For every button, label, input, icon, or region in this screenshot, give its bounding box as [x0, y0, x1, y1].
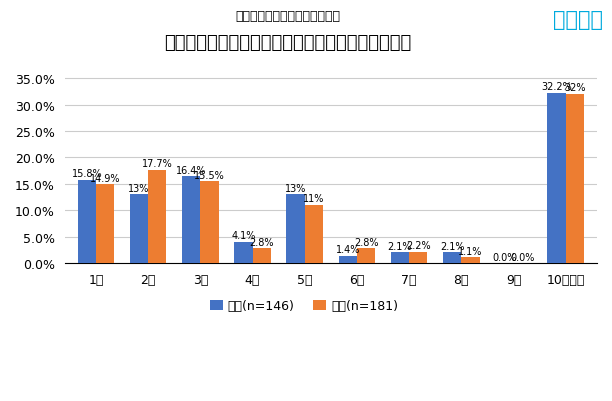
Bar: [305, 206, 323, 263]
Bar: [547, 94, 565, 263]
Text: エアトリ: エアトリ: [553, 10, 603, 30]
Text: 14.9%: 14.9%: [90, 173, 121, 183]
Text: 17.7%: 17.7%: [142, 159, 173, 168]
Bar: [182, 177, 200, 263]
Bar: [130, 195, 148, 263]
Text: 32%: 32%: [564, 83, 586, 93]
Bar: [234, 242, 253, 263]
Bar: [96, 185, 114, 263]
Bar: [409, 252, 427, 263]
Bar: [565, 95, 584, 263]
Text: 1.4%: 1.4%: [335, 245, 360, 255]
Bar: [357, 249, 375, 263]
Bar: [443, 253, 461, 263]
Text: 15.5%: 15.5%: [194, 170, 225, 180]
Text: 今までに行った聖地巡礼の回数を教えてください。: 今までに行った聖地巡礼の回数を教えてください。: [164, 34, 411, 52]
Bar: [253, 249, 271, 263]
Text: 2.2%: 2.2%: [406, 240, 430, 250]
Text: 4.1%: 4.1%: [231, 230, 256, 240]
Bar: [338, 256, 357, 263]
Bar: [78, 180, 96, 263]
Text: 16.4%: 16.4%: [176, 166, 206, 176]
Text: 1.1%: 1.1%: [458, 246, 483, 256]
Bar: [461, 258, 480, 263]
Text: 13%: 13%: [129, 183, 150, 193]
Bar: [391, 253, 409, 263]
Text: （聖地巡礼をした事がある人）: （聖地巡礼をした事がある人）: [235, 10, 340, 23]
Bar: [148, 170, 166, 263]
Text: 2.1%: 2.1%: [388, 241, 412, 251]
Text: 2.8%: 2.8%: [249, 237, 274, 247]
Legend: 男性(n=146), 女性(n=181): 男性(n=146), 女性(n=181): [206, 294, 403, 318]
Bar: [200, 182, 218, 263]
Text: 32.2%: 32.2%: [541, 82, 572, 92]
Text: 2.8%: 2.8%: [354, 237, 378, 247]
Text: 11%: 11%: [303, 194, 324, 204]
Text: 15.8%: 15.8%: [72, 169, 102, 178]
Text: 13%: 13%: [285, 183, 306, 193]
Text: 2.1%: 2.1%: [440, 241, 465, 251]
Bar: [286, 195, 305, 263]
Text: 0.0%: 0.0%: [492, 252, 517, 262]
Text: 0.0%: 0.0%: [510, 252, 535, 262]
